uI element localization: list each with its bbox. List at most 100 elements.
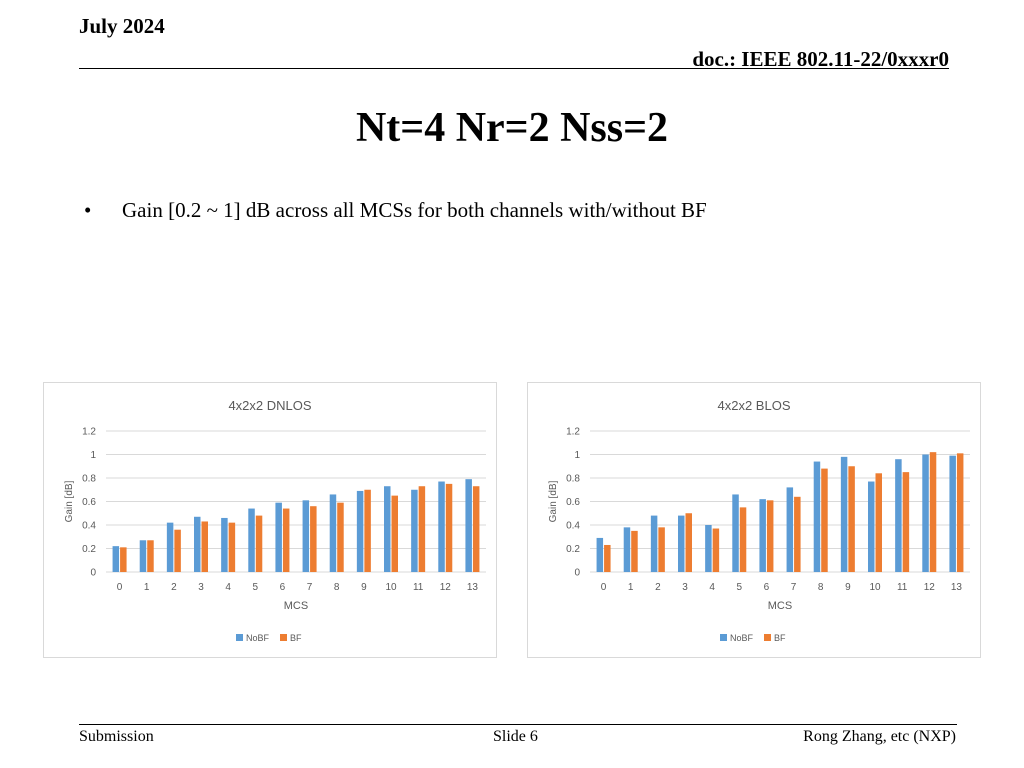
dnlos-bar-bf [337,502,344,572]
blos-legend-label-nobf: NoBF [730,633,754,643]
dnlos-bar-nobf [411,489,418,572]
blos-bar-bf [929,452,937,572]
dnlos-bar-nobf [166,522,174,572]
dnlos-bar-nobf [438,481,445,572]
dnlos-bar-bf [364,489,371,572]
dnlos-bar-bf [120,547,127,572]
dnlos-xtick-label: 3 [198,582,204,593]
blos-xtick-label: 1 [628,582,634,593]
blos-bar-nobf [732,494,739,572]
dnlos-xtick-label: 11 [413,582,424,593]
blos-bar-nobf [596,537,604,572]
blos-bar-bf [604,544,611,572]
dnlos-bar-nobf [139,540,147,572]
dnlos-xtick-label: 0 [117,582,123,593]
dnlos-legend-label-bf: BF [290,633,302,643]
header-divider [79,68,949,69]
dnlos-bar-nobf [465,479,472,572]
dnlos-bar-nobf [194,516,201,572]
blos-xtick-label: 7 [791,582,797,593]
blos-ytick-label: 1 [574,450,580,461]
blos-bar-nobf [623,527,631,572]
dnlos-bar-nobf [275,502,282,572]
footer-divider [79,724,957,725]
blos-xlabel: MCS [768,600,792,612]
blos-bar-bf [766,500,774,572]
blos-bar-bf [658,527,665,572]
dnlos-title: 4x2x2 DNLOS [228,398,311,413]
footer-author: Rong Zhang, etc (NXP) [803,728,956,745]
blos-bar-nobf [705,525,712,572]
blos-bar-bf [956,453,964,572]
dnlos-xtick-label: 6 [280,582,286,593]
dnlos-ytick-label: 1.2 [82,427,96,438]
blos-xtick-label: 5 [737,582,743,593]
footer-submission: Submission [79,728,154,745]
blos-bar-nobf [650,515,658,572]
blos-legend-swatch-nobf [720,634,727,641]
dnlos-bar-nobf [329,494,337,572]
blos-ytick-label: 0.2 [566,544,580,555]
bullet-text: Gain [0.2 ~ 1] dB across all MCSs for bo… [122,198,707,222]
dnlos-bar-bf [201,521,208,572]
blos-bar-nobf [813,461,821,572]
blos-xtick-label: 0 [601,582,607,593]
blos-bar-bf [848,466,855,572]
blos-ytick-label: 0.6 [566,497,580,508]
dnlos-ytick-label: 0 [90,568,96,579]
blos-bar-bf [631,530,638,572]
dnlos-xtick-label: 2 [171,582,177,593]
footer-slide-number: Slide 6 [493,728,538,745]
blos-bar-bf [712,528,720,572]
dnlos-xtick-label: 13 [467,582,479,593]
blos-bar-bf [739,507,747,572]
dnlos-bar-nobf [221,517,228,572]
dnlos-xtick-label: 12 [440,582,452,593]
dnlos-bar-bf [174,529,181,572]
blos-ytick-label: 1.2 [566,427,580,438]
blos-bar-bf [821,468,828,572]
dnlos-bar-nobf [248,508,255,572]
dnlos-bar-nobf [112,546,120,572]
dnlos-ytick-label: 0.8 [82,474,96,485]
dnlos-bar-bf [472,486,480,572]
blos-bar-bf [685,513,692,572]
blos-bar-nobf [922,454,929,572]
blos-xtick-label: 4 [709,582,715,593]
dnlos-bar-nobf [384,486,391,572]
blos-legend-swatch-bf [764,634,771,641]
bullet-marker: • [84,198,92,222]
blos-bar-bf [902,472,910,572]
chart-blos: 4x2x2 BLOS 0 0.2 0.4 0.6 0.8 1 1.2 0 1 2 3 4 5 6 7 8 9 10 1… [527,382,981,658]
dnlos-xlabel: MCS [284,600,308,612]
blos-bar-nobf [895,459,902,572]
blos-bar-bf [794,496,801,572]
header-date: July 2024 [79,14,165,38]
dnlos-bar-bf [147,540,154,572]
dnlos-bar-bf [282,508,290,572]
blos-xtick-label: 2 [655,582,661,593]
blos-bar-nobf [786,487,794,572]
dnlos-xtick-label: 7 [307,582,313,593]
dnlos-ytick-label: 0.6 [82,497,96,508]
dnlos-bar-nobf [356,490,364,572]
blos-bar-nobf [949,455,956,572]
dnlos-legend-swatch-bf [280,634,287,641]
dnlos-bar-bf [228,522,236,572]
blos-ytick-label: 0.4 [566,521,580,532]
chart-dnlos: 4x2x2 DNLOS 0 0.2 0.4 0.6 0.8 1 1.2 0 1 2 3 4 5 6 7 8 9 10… [43,382,497,658]
blos-legend-label-bf: BF [774,633,786,643]
dnlos-ytick-label: 0.2 [82,544,96,555]
slide-title: Nt=4 Nr=2 Nss=2 [355,105,669,151]
blos-xtick-label: 11 [897,582,908,593]
blos-xtick-label: 12 [924,582,936,593]
blos-bar-nobf [678,515,685,572]
dnlos-bar-bf [310,506,317,572]
blos-xtick-label: 9 [845,582,851,593]
dnlos-xtick-label: 10 [385,582,397,593]
dnlos-bar-bf [255,515,263,572]
blos-xtick-label: 10 [869,582,881,593]
blos-ytick-label: 0 [574,568,580,579]
